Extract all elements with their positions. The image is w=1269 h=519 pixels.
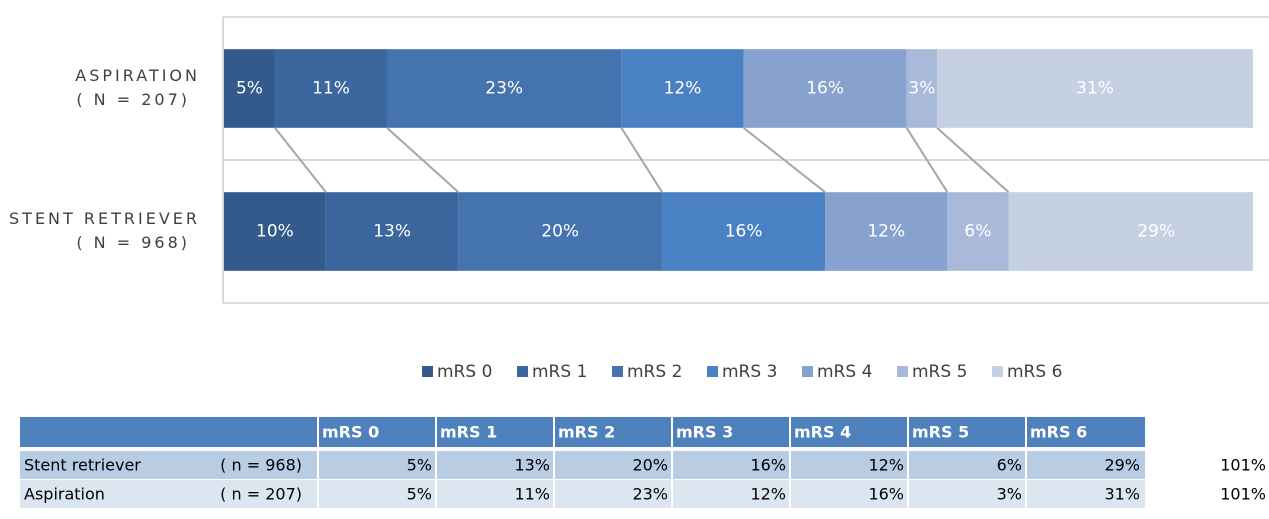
value-label: 23% xyxy=(485,79,523,99)
bar-segment xyxy=(224,49,275,128)
row-total: 101% xyxy=(1220,456,1266,475)
header-cell: mRS 5 xyxy=(912,423,969,442)
row-label: Stent retriever xyxy=(24,456,141,475)
legend-label: mRS 5 xyxy=(912,362,967,382)
legend-swatch xyxy=(992,366,1003,377)
connector xyxy=(274,127,327,193)
bar-segment xyxy=(458,192,663,271)
value-label: 5% xyxy=(236,79,263,99)
bar-segment xyxy=(1008,192,1253,271)
legend-label: mRS 4 xyxy=(817,362,872,382)
bars: 5% 11% 23% 12% 16% 3% 31% 10% 13% 20% 16% 12% 6% 29% xyxy=(224,49,1253,271)
table-cell: 6% xyxy=(997,456,1022,475)
table-cell: 16% xyxy=(750,456,786,475)
legend-label: mRS 6 xyxy=(1007,362,1062,382)
bar-segment xyxy=(906,49,938,128)
connector xyxy=(620,127,663,193)
value-label: 13% xyxy=(373,222,411,242)
table-cell: 13% xyxy=(514,456,550,475)
bar-segment xyxy=(947,192,1009,271)
connector xyxy=(742,127,826,193)
legend-swatch xyxy=(897,366,908,377)
connector xyxy=(936,127,1010,193)
row-n: ( n = 207) xyxy=(220,485,302,504)
legend-swatch xyxy=(612,366,623,377)
bar-segment xyxy=(274,49,388,128)
legend-label: mRS 0 xyxy=(437,362,492,382)
bar-segment xyxy=(825,192,948,271)
table-cell: 20% xyxy=(632,456,668,475)
legend-swatch xyxy=(422,366,433,377)
table-cell: 12% xyxy=(868,456,904,475)
connector xyxy=(905,127,949,193)
connector xyxy=(386,127,459,193)
table-cell: 12% xyxy=(750,485,786,504)
table-cell: 5% xyxy=(407,485,432,504)
category-sublabel: ( N = 207) xyxy=(76,90,190,109)
legend-swatch xyxy=(707,366,718,377)
value-label: 3% xyxy=(908,79,935,99)
table-cell: 3% xyxy=(997,485,1022,504)
table-header xyxy=(20,417,1145,447)
header-cell: mRS 2 xyxy=(558,423,615,442)
table-cell: 5% xyxy=(407,456,432,475)
value-label: 6% xyxy=(964,222,991,242)
legend-label: mRS 3 xyxy=(722,362,777,382)
header-cell: mRS 0 xyxy=(322,423,379,442)
value-label: 16% xyxy=(725,222,763,242)
table-cell: 31% xyxy=(1104,485,1140,504)
legend-swatch xyxy=(802,366,813,377)
bar-segment xyxy=(325,192,459,271)
category-label: ASPIRATION xyxy=(75,66,200,85)
legend-swatch xyxy=(517,366,528,377)
bar-segment xyxy=(743,49,907,128)
bar-segment xyxy=(224,192,326,271)
value-label: 12% xyxy=(867,222,905,242)
legend-label: mRS 2 xyxy=(627,362,682,382)
bar-segment xyxy=(662,192,826,271)
table-cell: 16% xyxy=(868,485,904,504)
row-label: Aspiration xyxy=(24,485,105,504)
value-label: 31% xyxy=(1076,79,1114,99)
row-total: 101% xyxy=(1220,485,1266,504)
table-cell: 11% xyxy=(514,485,550,504)
table-row xyxy=(20,451,1145,479)
value-label: 16% xyxy=(806,79,844,99)
header-cell: mRS 4 xyxy=(794,423,851,442)
value-label: 20% xyxy=(541,222,579,242)
bar-segment xyxy=(387,49,622,128)
table-cell: 23% xyxy=(632,485,668,504)
value-label: 10% xyxy=(256,222,294,242)
bar-segment xyxy=(621,49,744,128)
bar-segment xyxy=(937,49,1253,128)
header-cell: mRS 6 xyxy=(1030,423,1087,442)
value-label: 29% xyxy=(1137,222,1175,242)
category-label: STENT RETRIEVER xyxy=(9,209,200,228)
legend-label: mRS 1 xyxy=(532,362,587,382)
table-cell: 29% xyxy=(1104,456,1140,475)
row-n: ( n = 968) xyxy=(220,456,302,475)
header-cell: mRS 3 xyxy=(676,423,733,442)
header-cell: mRS 1 xyxy=(440,423,497,442)
value-label: 12% xyxy=(664,79,702,99)
category-sublabel: ( N = 968) xyxy=(76,233,190,252)
value-label: 11% xyxy=(312,79,350,99)
table-row xyxy=(20,480,1145,508)
